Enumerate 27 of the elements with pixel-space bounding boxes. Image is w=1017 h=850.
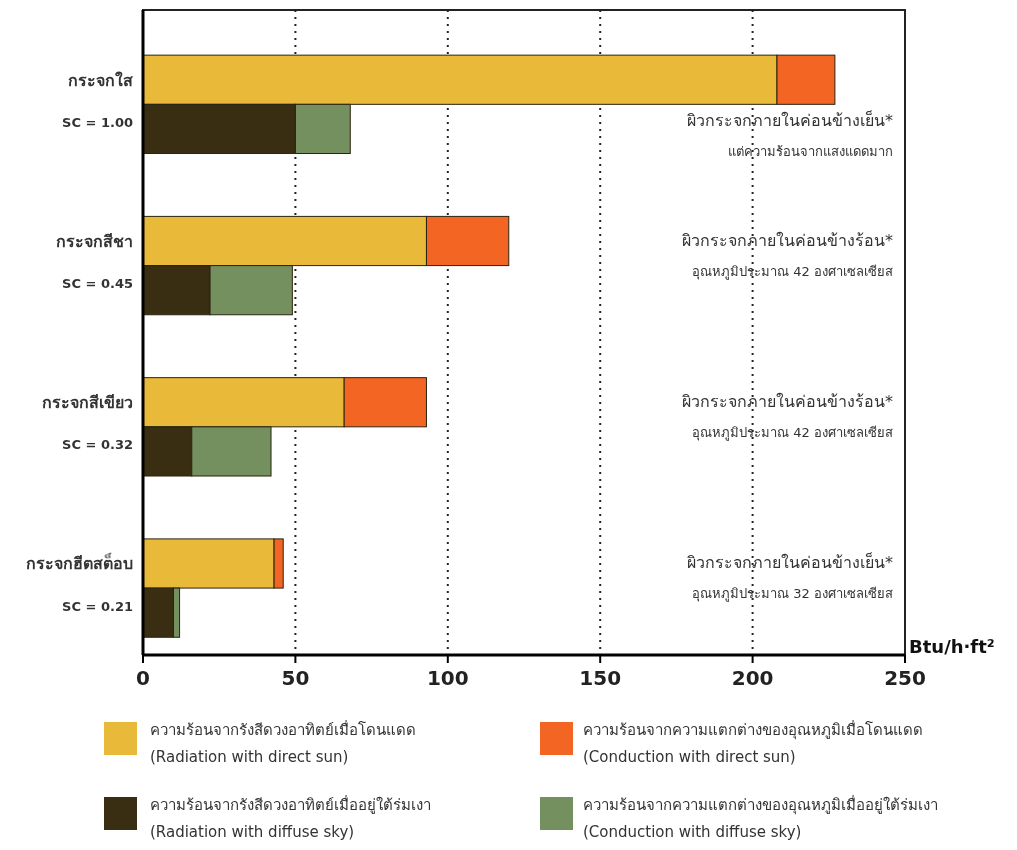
x-tick-label: 0 <box>136 666 150 690</box>
y-tick-label: SC = 0.45 <box>62 276 133 292</box>
annotation: ผิวกระจกภายในค่อนข้างร้อน* <box>682 392 893 412</box>
annotation: แต่ความร้อนจากแสงแดดมาก <box>728 144 893 160</box>
legend-label: ความร้อนจากรังสีดวงอาทิตย์เมื่ออยู่ใต้ร่มเงา (Radiation with diffuse sky) <box>150 794 431 841</box>
y-tick-label: กระจกสีเขียว <box>42 393 133 413</box>
annotation: อุณหภูมิประมาณ 42 องศาเซลเซียส <box>692 263 893 280</box>
annotation: อุณหภูมิประมาณ 32 องศาเซลเซียส <box>692 586 893 603</box>
legend-label: ความร้อนจากความแตกต่างของอุณหภูมิเมื่อโดนแดด (Conduction with direct sun) <box>583 719 923 766</box>
y-tick-label: SC = 1.00 <box>62 114 133 130</box>
y-tick-label: กระจกสีชา <box>56 231 133 251</box>
annotation: ผิวกระจกภายในค่อนข้างเย็น* <box>687 110 893 131</box>
legend-label: ความร้อนจากความแตกต่างของอุณหภูมิเมื่ออยู่ใต้ร่มเงา (Conduction with diffuse sky) <box>583 794 938 841</box>
x-tick-label: 100 <box>426 666 469 690</box>
y-tick-label: SC = 0.32 <box>62 437 133 453</box>
annotation: ผิวกระจกภายในค่อนข้างเย็น* <box>687 552 893 573</box>
x-tick-label: 200 <box>731 666 774 690</box>
annotation: อุณหภูมิประมาณ 42 องศาเซลเซียส <box>692 425 893 442</box>
legend-label: ความร้อนจากรังสีดวงอาทิตย์เมื่อโดนแดด (Radiation with direct sun) <box>150 719 416 766</box>
x-tick-label: 150 <box>579 666 622 690</box>
y-tick-label: SC = 0.21 <box>62 598 133 614</box>
y-tick-label: กระจกใส <box>68 70 133 90</box>
y-tick-label: กระจกฮีตสต็อบ <box>26 552 133 574</box>
x-axis-title: Btu/h·ft² <box>909 636 995 657</box>
x-tick-label: 250 <box>884 666 926 690</box>
annotation: ผิวกระจกภายในค่อนข้างร้อน* <box>682 230 893 250</box>
x-tick-label: 50 <box>281 666 310 690</box>
